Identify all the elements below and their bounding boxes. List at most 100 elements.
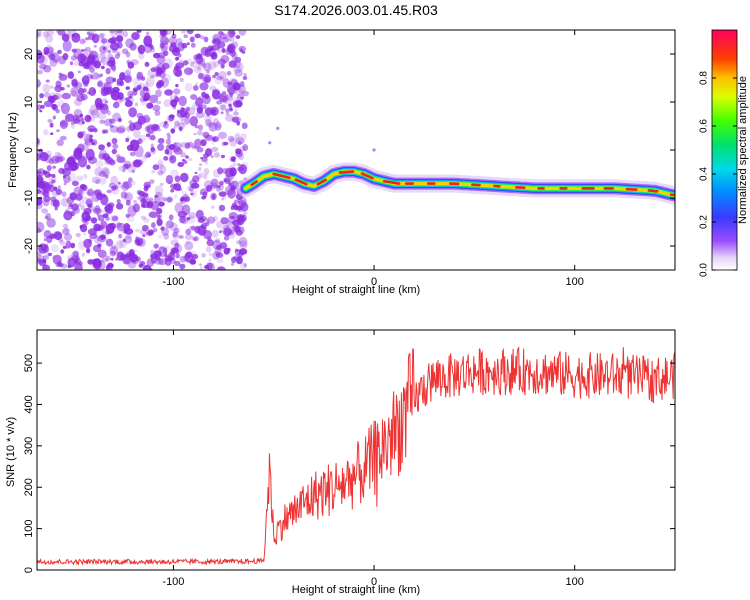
noise-speckle	[86, 31, 91, 35]
noise-speckle	[134, 249, 138, 253]
y-tick-label: 0	[23, 567, 35, 573]
y-tick-label: 200	[23, 478, 35, 496]
noise-speckle	[57, 30, 66, 36]
noise-speckle	[184, 251, 194, 263]
noise-speckle	[98, 33, 105, 39]
noise-speckle	[225, 112, 230, 116]
noise-speckle	[73, 60, 80, 67]
noise-speckle	[203, 174, 208, 180]
noise-speckle	[204, 93, 210, 100]
noise-speckle	[163, 124, 167, 128]
noise-speckle	[202, 218, 210, 225]
noise-speckle	[121, 48, 129, 55]
noise-speckle	[103, 81, 112, 92]
noise-speckle	[110, 41, 120, 51]
noise-speckle	[170, 169, 179, 179]
noise-speckle	[101, 38, 108, 44]
noise-speckle	[184, 196, 191, 203]
noise-speckle	[130, 161, 136, 168]
noise-speckle	[135, 102, 138, 107]
noise-speckle	[45, 212, 52, 221]
noise-speckle	[54, 207, 58, 211]
noise-speckle	[148, 211, 158, 218]
noise-speckle	[231, 172, 236, 177]
noise-speckle	[109, 222, 116, 230]
noise-speckle	[168, 214, 174, 221]
noise-speckle	[112, 86, 120, 93]
noise-speckle	[145, 198, 152, 205]
noise-speckle	[76, 175, 84, 181]
noise-speckle	[183, 34, 188, 39]
noise-speckle	[231, 52, 238, 59]
noise-speckle	[198, 96, 202, 100]
noise-speckle	[79, 184, 86, 190]
x-tick-label: -100	[162, 276, 184, 288]
noise-speckle	[192, 236, 198, 241]
noise-speckle	[171, 47, 181, 57]
noise-speckle	[100, 104, 105, 109]
noise-speckle	[237, 196, 247, 208]
noise-speckle	[228, 212, 238, 220]
noise-speckle	[127, 164, 136, 173]
noise-speckle	[219, 33, 228, 40]
noise-speckle	[40, 247, 44, 251]
noise-speckle	[50, 196, 57, 202]
noise-speckle	[53, 186, 58, 191]
noise-speckle	[137, 44, 146, 55]
noise-speckle	[70, 87, 80, 97]
noise-speckle	[64, 113, 75, 122]
noise-speckle	[200, 216, 207, 221]
noise-speckle	[42, 190, 50, 198]
noise-speckle	[138, 51, 145, 60]
noise-speckle	[82, 142, 89, 151]
noise-speckle	[64, 208, 70, 214]
noise-speckle	[112, 143, 119, 150]
noise-speckle	[81, 252, 85, 257]
noise-speckle	[37, 32, 40, 36]
noise-speckle	[226, 70, 232, 76]
noise-speckle	[81, 49, 85, 52]
noise-speckle	[123, 181, 132, 189]
noise-speckle	[192, 175, 200, 183]
noise-speckle	[143, 85, 148, 91]
noise-speckle	[223, 225, 230, 230]
noise-speckle	[116, 198, 121, 205]
noise-speckle	[109, 30, 118, 37]
noise-speckle	[91, 33, 100, 44]
noise-speckle	[37, 97, 43, 103]
noise-speckle	[220, 76, 225, 81]
noise-speckle	[81, 120, 85, 125]
noise-speckle	[112, 112, 121, 122]
noise-speckle	[79, 113, 84, 118]
noise-speckle	[128, 249, 135, 257]
noise-speckle	[184, 234, 193, 240]
noise-speckle	[181, 30, 186, 34]
noise-speckle	[110, 186, 120, 195]
noise-speckle	[222, 230, 231, 236]
noise-speckle	[138, 82, 145, 91]
noise-speckle	[242, 144, 248, 152]
noise-speckle	[155, 255, 161, 261]
noise-speckle	[125, 86, 130, 90]
noise-speckle	[169, 94, 174, 99]
noise-speckle	[116, 221, 121, 226]
noise-speckle	[195, 97, 204, 107]
noise-speckle	[127, 61, 135, 69]
noise-speckle	[136, 30, 142, 33]
noise-speckle	[62, 245, 67, 249]
noise-speckle	[114, 30, 124, 38]
noise-speckle	[104, 118, 113, 127]
noise-speckle	[40, 55, 48, 65]
noise-speckle	[37, 188, 42, 194]
noise-speckle	[200, 104, 207, 110]
noise-speckle	[42, 83, 51, 93]
noise-speckle	[169, 114, 175, 119]
noise-speckle	[159, 182, 164, 186]
noise-speckle	[174, 120, 180, 127]
noise-speckle	[157, 170, 164, 176]
noise-speckle	[231, 55, 239, 62]
noise-speckle	[212, 39, 217, 44]
noise-speckle	[112, 101, 120, 109]
noise-speckle	[212, 118, 219, 126]
noise-speckle	[204, 107, 214, 116]
